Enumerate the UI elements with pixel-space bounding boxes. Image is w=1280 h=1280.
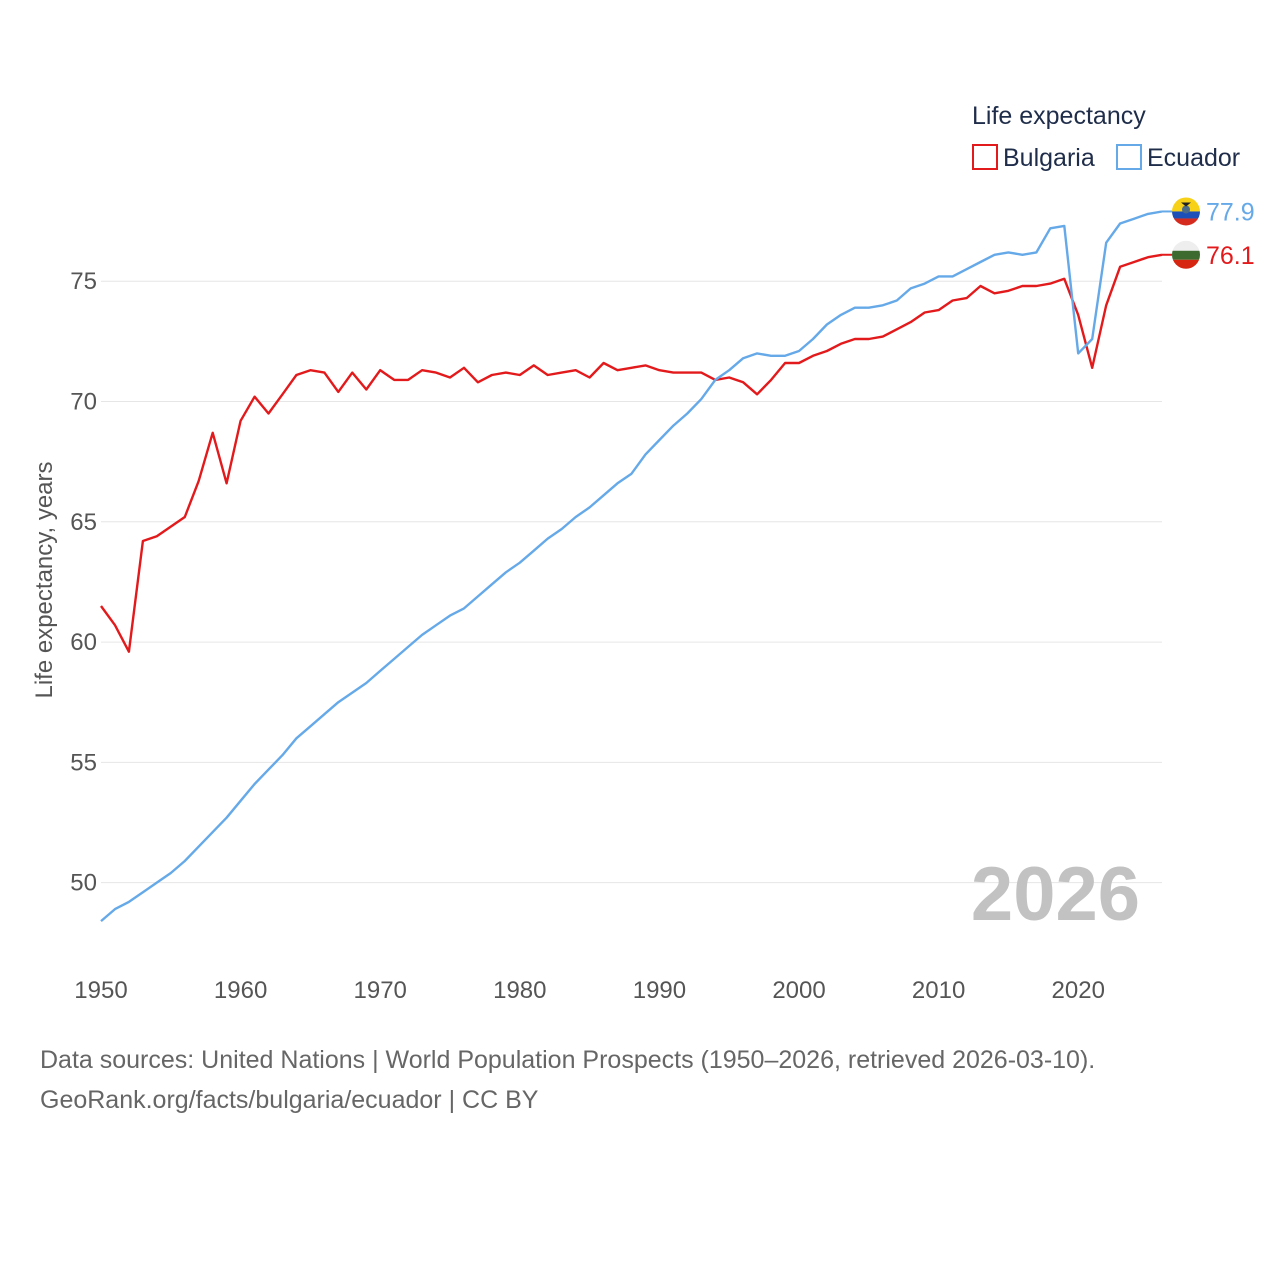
legend: Life expectancy Bulgaria Ecuador [972,102,1240,172]
y-tick-70: 70 [70,389,97,416]
legend-swatch-bulgaria[interactable] [972,144,998,170]
x-tick-2020: 2020 [1052,977,1105,1004]
legend-swatch-ecuador[interactable] [1116,144,1142,170]
y-tick-60: 60 [70,629,97,656]
year-watermark: 2026 [971,852,1140,937]
footer: Data sources: United Nations | World Pop… [40,1040,1240,1120]
y-tick-65: 65 [70,509,97,536]
legend-title: Life expectancy [972,102,1146,130]
attribution-text: GeoRank.org/facts/bulgaria/ecuador | CC … [40,1086,539,1114]
x-tick-1980: 1980 [493,977,546,1004]
y-tick-55: 55 [70,749,97,776]
y-axis-ticks: 50 55 60 65 70 75 [70,268,97,896]
bulgaria-flag-icon [1172,240,1200,269]
end-label-bulgaria: 76.1 [1206,242,1255,270]
y-tick-75: 75 [70,268,97,295]
end-label-ecuador: 77.9 [1206,198,1255,226]
y-tick-50: 50 [70,870,97,897]
legend-label-bulgaria[interactable]: Bulgaria [1003,144,1095,172]
x-tick-1960: 1960 [214,977,267,1004]
x-axis-ticks: 1950 1960 1970 1980 1990 2000 2010 2020 [74,977,1105,1004]
x-tick-2010: 2010 [912,977,965,1004]
grid-lines [101,280,1162,884]
x-tick-2000: 2000 [772,977,825,1004]
series-end-markers: 76.1 77.9 [1162,197,1255,270]
series-line-ecuador [100,210,1163,923]
x-tick-1950: 1950 [74,977,127,1004]
x-tick-1990: 1990 [633,977,686,1004]
data-sources-text: Data sources: United Nations | World Pop… [40,1046,1096,1074]
y-axis-label: Life expectancy, years [31,461,58,698]
series-line-bulgaria [100,253,1163,653]
ecuador-flag-icon [1172,197,1200,226]
series-lines [100,210,1163,923]
x-tick-1970: 1970 [354,977,407,1004]
legend-label-ecuador[interactable]: Ecuador [1147,144,1240,172]
